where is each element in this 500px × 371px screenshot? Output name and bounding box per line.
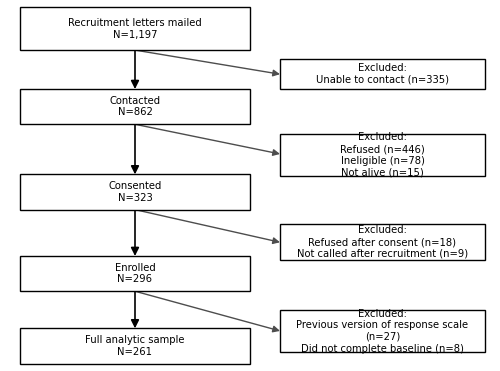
FancyBboxPatch shape [280, 59, 485, 89]
Text: Excluded:
Previous version of response scale
(n=27)
Did not complete baseline (n: Excluded: Previous version of response s… [296, 309, 468, 354]
FancyBboxPatch shape [20, 7, 250, 50]
FancyBboxPatch shape [20, 174, 250, 210]
FancyBboxPatch shape [280, 224, 485, 260]
FancyBboxPatch shape [20, 328, 250, 364]
Text: Excluded:
Refused (n=446)
Ineligible (n=78)
Not alive (n=15): Excluded: Refused (n=446) Ineligible (n=… [340, 132, 425, 177]
Text: Enrolled
N=296: Enrolled N=296 [114, 263, 156, 285]
Text: Excluded:
Refused after consent (n=18)
Not called after recruitment (n=9): Excluded: Refused after consent (n=18) N… [297, 226, 468, 259]
Text: Consented
N=323: Consented N=323 [108, 181, 162, 203]
FancyBboxPatch shape [20, 256, 250, 291]
FancyBboxPatch shape [280, 310, 485, 352]
Text: Full analytic sample
N=261: Full analytic sample N=261 [85, 335, 185, 357]
FancyBboxPatch shape [20, 89, 250, 124]
Text: Recruitment letters mailed
N=1,197: Recruitment letters mailed N=1,197 [68, 18, 202, 40]
FancyBboxPatch shape [280, 134, 485, 176]
Text: Excluded:
Unable to contact (n=335): Excluded: Unable to contact (n=335) [316, 63, 449, 85]
Text: Contacted
N=862: Contacted N=862 [110, 96, 160, 118]
